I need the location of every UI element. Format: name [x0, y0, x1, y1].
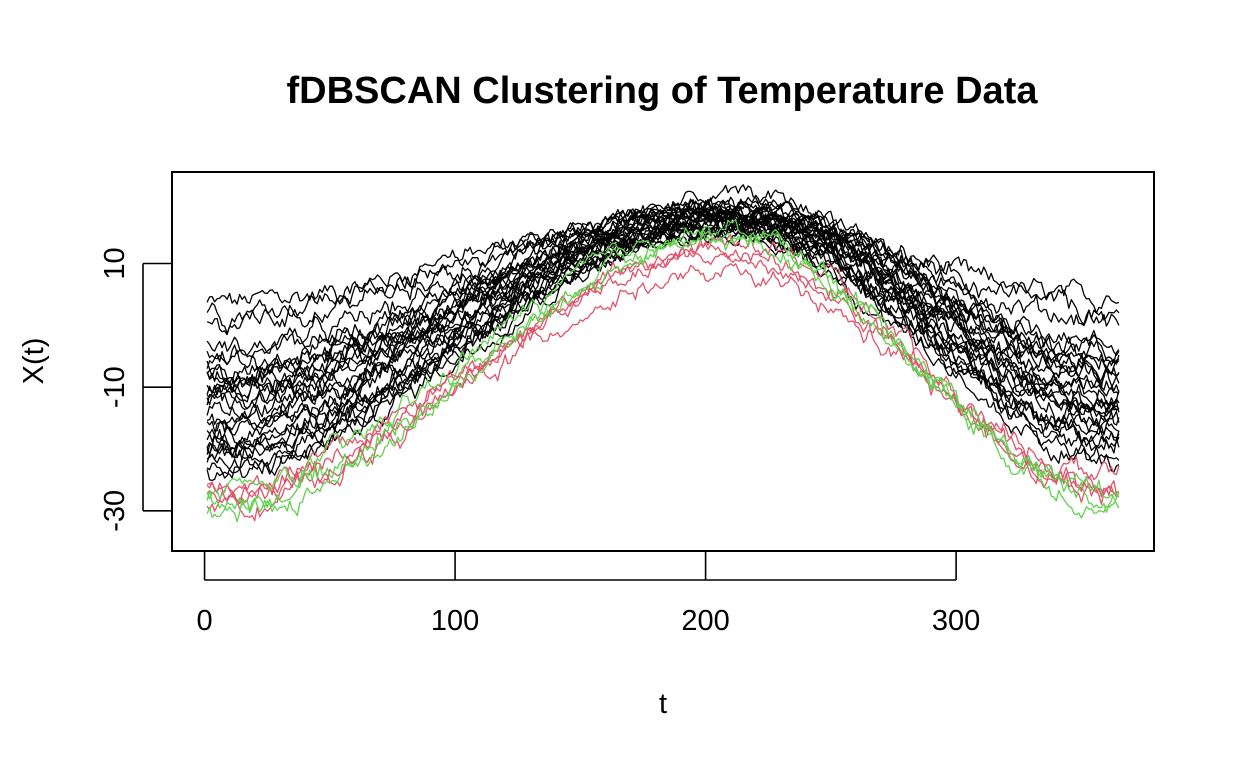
curve-cluster-2-4: [206, 262, 1120, 522]
chart-title: fDBSCAN Clustering of Temperature Data: [287, 70, 1039, 112]
curves-layer: [206, 184, 1120, 523]
y-tick-label: -30: [99, 490, 131, 532]
curve-cluster-3-3: [206, 229, 1120, 519]
x-tick-label: 100: [431, 605, 479, 637]
curve-cluster-1-17: [206, 209, 1120, 443]
curve-cluster-1-19: [206, 221, 1120, 458]
y-axis-label: X(t): [18, 338, 50, 385]
plot-frame: [171, 171, 1155, 552]
y-tick-label: -10: [99, 366, 131, 408]
x-tick-label: 300: [932, 605, 980, 637]
y-axis: -30 -10 10: [99, 247, 171, 532]
x-axis: 0 100 200 300: [196, 552, 980, 637]
x-axis-label: t: [659, 688, 667, 720]
curve-cluster-1-23: [206, 221, 1120, 482]
x-tick-label: 0: [196, 605, 212, 637]
curve-cluster-1-12: [206, 199, 1120, 413]
x-tick-label: 200: [681, 605, 729, 637]
curve-cluster-1-11: [206, 206, 1120, 399]
curve-cluster-1-10: [206, 202, 1120, 403]
curve-cluster-1-25: [206, 184, 1120, 404]
curve-cluster-3-2: [206, 230, 1120, 523]
curve-cluster-1-27: [206, 208, 1120, 459]
curve-cluster-1-2: [206, 208, 1120, 334]
curve-cluster-1-16: [206, 206, 1120, 436]
curve-cluster-3-1: [206, 218, 1120, 513]
curve-cluster-1-14: [206, 194, 1120, 422]
curve-cluster-1-26: [206, 226, 1120, 388]
y-tick-label: 10: [99, 247, 131, 279]
